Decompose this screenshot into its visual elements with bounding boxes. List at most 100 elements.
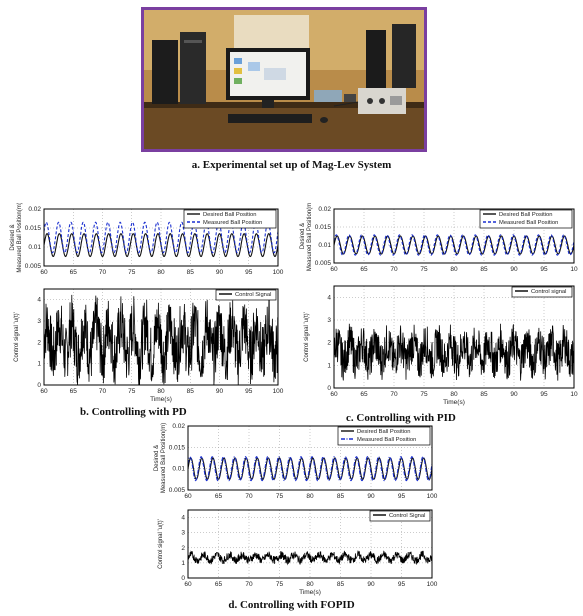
y-axis-label: Control signal 'u(t)' bbox=[304, 312, 310, 362]
legend-label: Measured Ball Position bbox=[203, 220, 262, 226]
legend-box bbox=[183, 209, 277, 229]
x-tick-label: 65 bbox=[360, 266, 368, 273]
panel-b-control: 60 65 70 75 80 85 90 95 100 0 1 2 3 4 Control Signal Co… bbox=[4, 283, 284, 403]
y-tick-label: 3 bbox=[327, 317, 331, 324]
y-tick-label: 0.005 bbox=[25, 263, 42, 270]
chart-d-control: 60 65 70 75 80 85 90 95 100 0 1 2 3 4 Control Signal Co… bbox=[158, 509, 438, 596]
series-line bbox=[43, 294, 279, 386]
x-tick-label: 70 bbox=[99, 388, 107, 395]
panel-c-control: 60 65 70 75 80 85 90 95 10 0 1 2 3 4 Control signal Con… bbox=[294, 280, 580, 406]
x-tick-label: 70 bbox=[245, 581, 253, 588]
x-tick-label: 95 bbox=[540, 391, 548, 398]
y-axis-label: Measured Ball Position(m) bbox=[161, 423, 167, 493]
x-tick-label: 10 bbox=[570, 391, 578, 398]
setup-illustration bbox=[144, 10, 424, 149]
experimental-setup-photo bbox=[141, 7, 427, 152]
plot-frame bbox=[187, 509, 433, 579]
x-tick-label: 95 bbox=[245, 388, 253, 395]
x-tick-label: 100 bbox=[273, 269, 284, 276]
x-axis-label: Time(s) bbox=[150, 396, 172, 403]
x-tick-label: 65 bbox=[360, 391, 368, 398]
y-axis-label: Desired & bbox=[154, 445, 160, 471]
x-tick-label: 75 bbox=[276, 493, 284, 500]
legend-label: Desired Ball Position bbox=[203, 212, 257, 218]
legend-label: Control Signal bbox=[389, 513, 425, 519]
y-tick-label: 0.02 bbox=[28, 206, 41, 213]
y-tick-label: 2 bbox=[37, 339, 41, 346]
x-tick-label: 85 bbox=[480, 391, 488, 398]
x-tick-label: 100 bbox=[427, 493, 438, 500]
x-tick-label: 65 bbox=[215, 493, 223, 500]
x-tick-label: 80 bbox=[306, 493, 314, 500]
y-axis-label: Measured Ball Position(m) bbox=[17, 203, 23, 273]
plot-frame bbox=[333, 285, 575, 389]
x-tick-label: 90 bbox=[367, 493, 375, 500]
legend-label: Measured Ball Position bbox=[499, 220, 558, 226]
x-tick-label: 90 bbox=[216, 388, 224, 395]
caption-c: c. Controlling with PID bbox=[346, 412, 456, 424]
x-tick-label: 60 bbox=[184, 581, 192, 588]
y-axis-label: Desired & bbox=[300, 223, 306, 249]
caption-b: b. Controlling with PD bbox=[80, 406, 187, 418]
y-tick-label: 4 bbox=[181, 515, 185, 522]
y-tick-label: 3 bbox=[181, 530, 185, 537]
y-tick-label: 0.015 bbox=[169, 444, 186, 451]
x-tick-label: 10 bbox=[570, 266, 578, 273]
y-tick-label: 0 bbox=[37, 382, 41, 389]
x-tick-label: 60 bbox=[40, 269, 48, 276]
x-tick-label: 65 bbox=[70, 388, 78, 395]
series-line bbox=[187, 455, 433, 482]
y-tick-label: 0.01 bbox=[318, 242, 331, 249]
x-tick-label: 60 bbox=[330, 391, 338, 398]
y-tick-label: 0.01 bbox=[172, 466, 185, 473]
y-tick-label: 0.005 bbox=[315, 260, 332, 267]
y-tick-label: 4 bbox=[37, 297, 41, 304]
x-tick-label: 75 bbox=[420, 266, 428, 273]
y-tick-label: 0.02 bbox=[318, 206, 331, 213]
x-tick-label: 65 bbox=[70, 269, 78, 276]
chart-c-position: 60 65 70 75 80 85 90 95 10 0.005 0.01 0.015 0.02 Desi… bbox=[300, 203, 578, 273]
x-tick-label: 80 bbox=[157, 388, 165, 395]
y-tick-label: 2 bbox=[181, 545, 185, 552]
x-tick-label: 95 bbox=[398, 581, 406, 588]
y-tick-label: 1 bbox=[327, 362, 331, 369]
x-tick-label: 80 bbox=[157, 269, 165, 276]
y-axis-label: Control signal 'u(t)' bbox=[14, 312, 20, 362]
caption-d: d. Controlling with FOPID bbox=[228, 599, 355, 611]
x-tick-label: 85 bbox=[337, 493, 345, 500]
x-tick-label: 60 bbox=[40, 388, 48, 395]
series-line bbox=[187, 550, 433, 566]
y-tick-label: 0.015 bbox=[315, 224, 332, 231]
x-axis-label: Time(s) bbox=[443, 399, 465, 406]
x-axis-label: Time(s) bbox=[299, 589, 321, 596]
x-tick-label: 85 bbox=[337, 581, 345, 588]
y-tick-label: 0.005 bbox=[169, 487, 186, 494]
y-axis-label: Desired & bbox=[10, 224, 16, 250]
x-tick-label: 90 bbox=[510, 391, 518, 398]
x-tick-label: 95 bbox=[398, 493, 406, 500]
x-tick-label: 70 bbox=[99, 269, 107, 276]
x-tick-label: 70 bbox=[390, 391, 398, 398]
legend-label: Desired Ball Position bbox=[499, 212, 553, 218]
panel-d-position: 60 65 70 75 80 85 90 95 100 0.005 0.01 0.015 0.02 Des… bbox=[148, 420, 438, 502]
y-tick-label: 0.02 bbox=[172, 423, 185, 430]
x-tick-label: 95 bbox=[540, 266, 548, 273]
x-tick-label: 80 bbox=[450, 266, 458, 273]
legend-label: Control Signal bbox=[235, 292, 271, 298]
series-line bbox=[333, 234, 575, 256]
panel-b-position: 60 65 70 75 80 85 90 95 100 0.005 0.01 0.015 0.02 Des… bbox=[4, 203, 284, 278]
caption-a: a. Experimental set up of Mag-Lev System bbox=[191, 159, 392, 171]
y-tick-label: 0.015 bbox=[25, 225, 42, 232]
panel-d-control: 60 65 70 75 80 85 90 95 100 0 1 2 3 4 Control Signal Co… bbox=[148, 504, 438, 596]
chart-d-position: 60 65 70 75 80 85 90 95 100 0.005 0.01 0.015 0.02 Des… bbox=[154, 423, 438, 500]
legend-box bbox=[215, 289, 277, 301]
y-axis-label: Control signal 'u(t)' bbox=[158, 519, 164, 569]
x-tick-label: 100 bbox=[427, 581, 438, 588]
y-tick-label: 3 bbox=[37, 318, 41, 325]
x-tick-label: 75 bbox=[420, 391, 428, 398]
plot-frame bbox=[333, 208, 575, 264]
x-tick-label: 90 bbox=[367, 581, 375, 588]
y-tick-label: 1 bbox=[37, 361, 41, 368]
x-tick-label: 100 bbox=[273, 388, 284, 395]
